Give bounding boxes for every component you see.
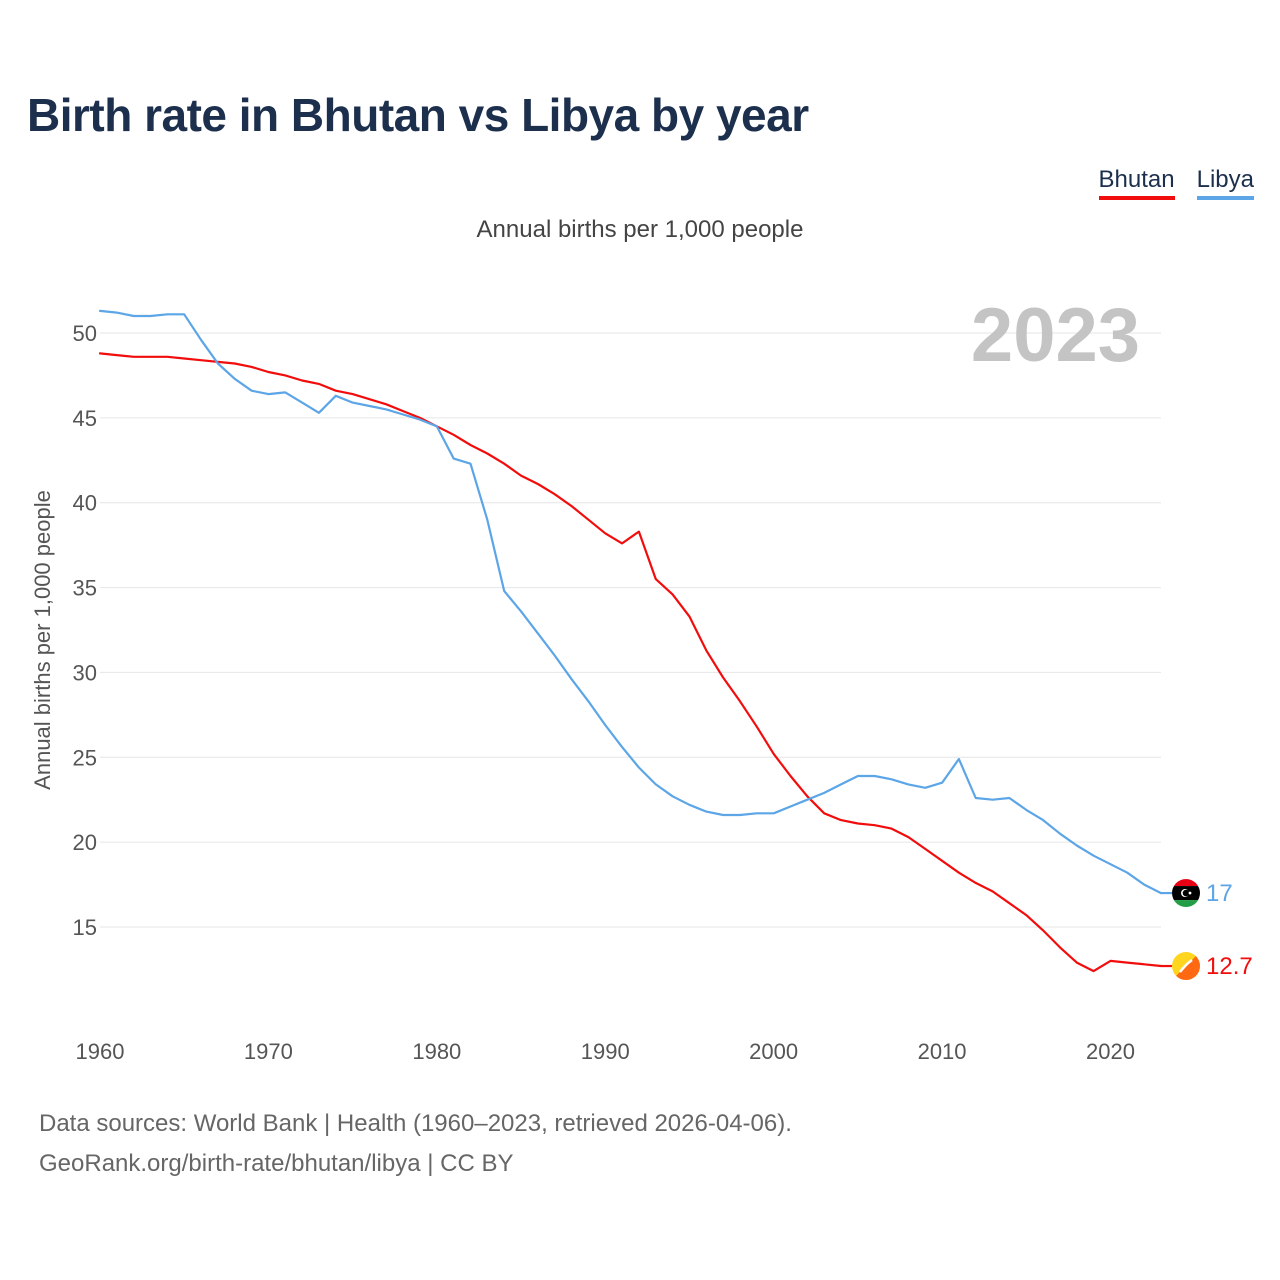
y-tick-label: 30 xyxy=(73,660,97,685)
x-tick-label: 2000 xyxy=(749,1039,798,1064)
y-axis-label: Annual births per 1,000 people xyxy=(30,490,55,790)
x-tick-label: 2010 xyxy=(918,1039,967,1064)
legend: Bhutan Libya xyxy=(1098,166,1254,200)
legend-item-bhutan[interactable]: Bhutan xyxy=(1098,166,1175,200)
x-tick-label: 1960 xyxy=(76,1039,125,1064)
attribution-text: GeoRank.org/birth-rate/bhutan/libya | CC… xyxy=(39,1150,514,1177)
x-tick-label: 2020 xyxy=(1086,1039,1135,1064)
legend-item-libya[interactable]: Libya xyxy=(1196,166,1254,200)
y-tick-label: 40 xyxy=(73,491,97,516)
footer: Data sources: World Bank | Health (1960–… xyxy=(39,1104,792,1184)
y-tick-label: 15 xyxy=(73,915,97,940)
end-value-label-libya: 17 xyxy=(1206,880,1233,907)
x-tick-label: 1990 xyxy=(581,1039,630,1064)
series-line-bhutan xyxy=(98,352,1163,973)
chart-subtitle: Annual births per 1,000 people xyxy=(476,216,804,243)
year-label: 2023 xyxy=(971,293,1140,378)
bhutan-flag-icon xyxy=(1172,952,1200,981)
y-tick-label: 20 xyxy=(73,830,97,855)
y-tick-label: 35 xyxy=(73,576,97,601)
y-tick-label: 50 xyxy=(73,321,97,346)
libya-flag-icon xyxy=(1172,879,1200,908)
page-title: Birth rate in Bhutan vs Libya by year xyxy=(27,89,809,141)
data-source-text: Data sources: World Bank | Health (1960–… xyxy=(39,1110,792,1137)
end-value-label-bhutan: 12.7 xyxy=(1206,953,1253,980)
line-chart: 15 20 25 30 35 40 45 50 1960 1970 1980 1990 2000 2010… xyxy=(30,293,1253,1064)
series-line-libya xyxy=(98,309,1163,895)
x-tick-label: 1970 xyxy=(244,1039,293,1064)
x-tick-label: 1980 xyxy=(412,1039,461,1064)
y-tick-label: 45 xyxy=(73,406,97,431)
y-tick-label: 25 xyxy=(73,745,97,770)
